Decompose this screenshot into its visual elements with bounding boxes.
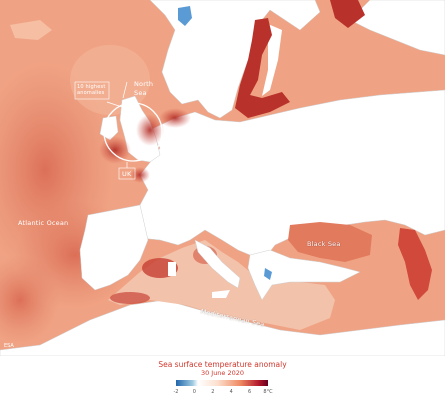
iberia-land	[79, 204, 149, 291]
highlight-circle	[103, 102, 163, 162]
label-black-sea: Black Sea	[307, 240, 341, 248]
legend-tick-label: 2	[211, 389, 215, 395]
baltic-sea-hot	[235, 18, 290, 118]
legend-tick-label: 4	[229, 389, 233, 395]
label-north-sea: North Sea	[134, 80, 154, 97]
label-atlantic-ocean: Atlantic Ocean	[18, 219, 69, 227]
north-sea-hot	[159, 108, 191, 128]
black-sea	[288, 222, 372, 262]
sea-temperature-map	[0, 0, 445, 356]
credit-text: ESA	[4, 343, 14, 349]
legend-title: Sea surface temperature anomaly	[158, 360, 287, 369]
legend-tick-label: 0	[192, 389, 196, 395]
legend-tick-label: 6	[248, 389, 252, 395]
label-uk: UK	[122, 170, 132, 178]
cold-anomaly-norway	[178, 6, 192, 26]
legend-tick-label: 8°C	[263, 389, 273, 395]
caspian-sea	[398, 228, 432, 300]
italy-land	[194, 239, 241, 289]
legend-date: 30 June 2020	[200, 369, 245, 377]
legend-colorbar	[176, 380, 268, 386]
callout-line	[106, 101, 123, 108]
legend-tick-label: -2	[173, 389, 179, 395]
label-callout: 10 highest anomalies	[77, 84, 106, 96]
scandinavia-land	[149, 0, 321, 119]
